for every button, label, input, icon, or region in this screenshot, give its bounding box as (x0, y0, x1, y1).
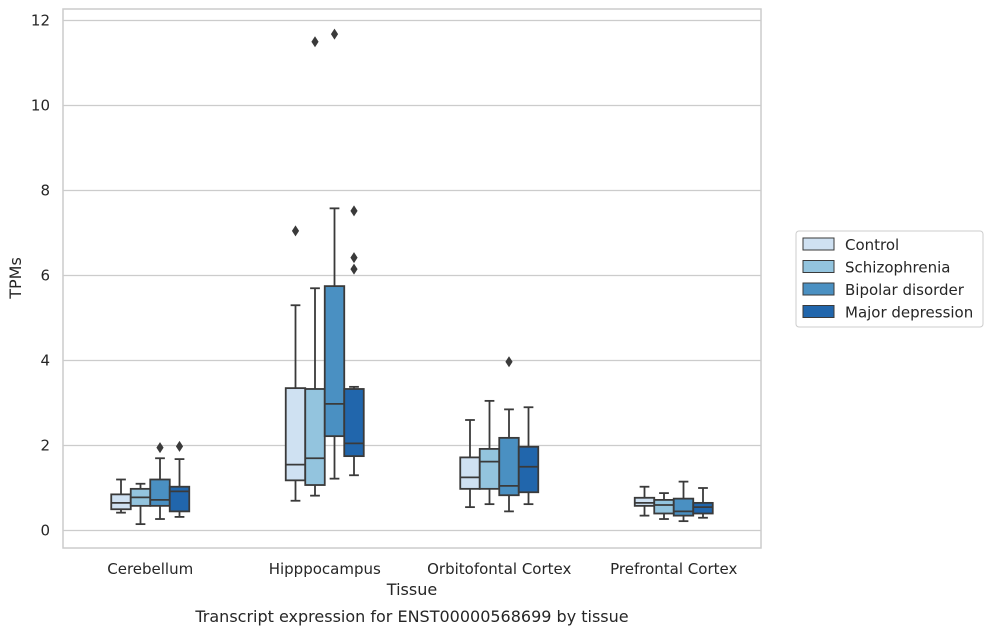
outlier-point (505, 356, 513, 368)
y-tick-labels: 0 2 4 6 8 10 12 (31, 12, 50, 540)
iqr-box (478, 447, 501, 490)
legend-swatch (802, 260, 835, 273)
box-bipolar-disorder (672, 480, 695, 523)
box-control (459, 419, 481, 509)
y-axis-label: TPMs (6, 257, 25, 300)
box-schizophrenia (129, 482, 152, 526)
box-groups (110, 28, 714, 526)
x-tick-label: Orbitofontal Cortex (427, 560, 571, 578)
legend-swatch (802, 237, 835, 251)
box-bipolar-disorder (323, 28, 346, 480)
box-control (633, 485, 656, 517)
legend-frame (795, 230, 984, 328)
outlier-point (311, 36, 319, 48)
iqr-box (168, 485, 191, 513)
iqr-box (692, 501, 714, 515)
box-control (284, 225, 307, 502)
iqr-box (459, 456, 481, 490)
y-tick-label: 6 (40, 267, 50, 285)
plot-frame (62, 8, 762, 549)
iqr-box (284, 387, 307, 482)
chart-caption: Transcript expression for ENST0000056869… (194, 607, 628, 626)
legend-label: Schizophrenia (845, 259, 950, 277)
x-tick-label: Hipppocampus (269, 560, 381, 578)
y-tick-label: 8 (40, 182, 50, 200)
iqr-box (149, 478, 171, 507)
box-major-depression (692, 487, 714, 519)
legend-swatch (802, 282, 835, 296)
y-tick-label: 0 (40, 522, 50, 540)
x-tick-label: Prefrontal Cortex (610, 560, 737, 578)
y-tick-label: 4 (40, 352, 50, 370)
outlier-point (350, 263, 358, 275)
box-major-depression (343, 205, 365, 477)
x-tick-labels: Cerebellum Hipppocampus Orbitofontal Corte… (107, 560, 737, 578)
x-tick-label: Cerebellum (107, 560, 193, 578)
legend-label: Major depression (845, 304, 973, 322)
y-tick-label: 12 (31, 12, 50, 30)
x-axis-label: Tissue (386, 580, 437, 599)
legend-label: Bipolar disorder (845, 281, 965, 299)
iqr-box (110, 493, 132, 511)
outlier-point (156, 442, 164, 454)
iqr-box (633, 496, 656, 507)
iqr-box (672, 497, 695, 517)
iqr-box (343, 388, 365, 458)
iqr-box (653, 498, 675, 515)
box-schizophrenia (478, 399, 501, 506)
gridlines (63, 19, 761, 532)
outlier-point (175, 440, 184, 452)
legend-swatch (802, 305, 835, 318)
outlier-point (330, 28, 339, 40)
legend-label: Control (845, 236, 899, 254)
box-schizophrenia (653, 492, 675, 520)
y-tick-label: 2 (40, 437, 50, 455)
outlier-point (350, 205, 358, 217)
box-major-depression (517, 406, 540, 506)
legend: Control Schizophrenia Bipolar disorder Majo… (795, 230, 984, 328)
iqr-box (517, 445, 540, 494)
iqr-box (323, 285, 346, 438)
box-bipolar-disorder (149, 442, 171, 520)
outlier-point (291, 225, 300, 237)
box-control (110, 478, 132, 514)
outlier-point (350, 252, 358, 264)
box-major-depression (168, 440, 191, 518)
y-tick-label: 10 (31, 97, 50, 115)
box-bipolar-disorder (498, 356, 520, 513)
iqr-box (304, 388, 326, 486)
